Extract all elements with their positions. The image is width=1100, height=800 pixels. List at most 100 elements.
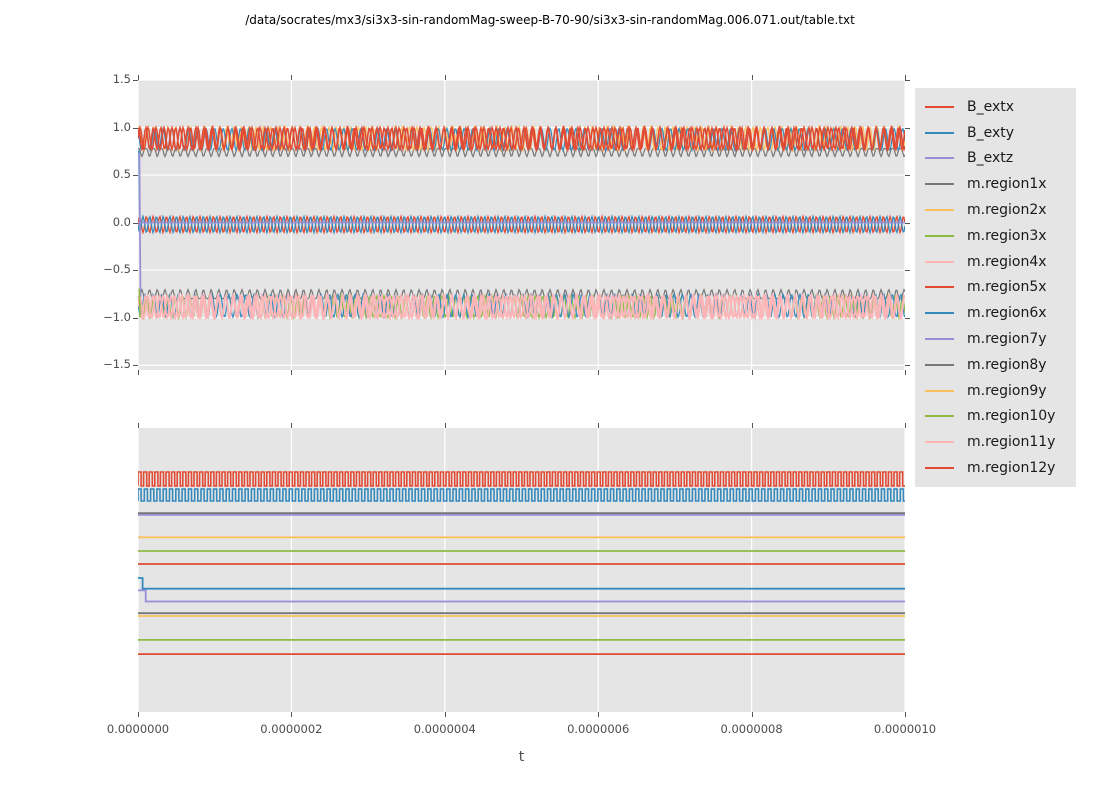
top-subplot bbox=[138, 80, 905, 370]
tick-mark bbox=[905, 270, 910, 272]
tick-mark bbox=[905, 365, 910, 367]
legend-line-swatch bbox=[925, 389, 954, 392]
legend-line-swatch bbox=[925, 441, 954, 444]
y-tick-label: 1.0 bbox=[112, 119, 131, 134]
tick-mark bbox=[598, 423, 600, 428]
tick-mark bbox=[133, 80, 138, 81]
legend-line-swatch bbox=[925, 286, 954, 289]
tick-mark bbox=[444, 75, 446, 80]
legend-line-swatch bbox=[925, 260, 954, 263]
legend-line-swatch bbox=[925, 157, 954, 160]
tick-mark bbox=[138, 712, 139, 717]
legend-line-swatch bbox=[925, 183, 954, 186]
legend-item-B_extz: B_extz bbox=[925, 146, 1072, 172]
tick-mark bbox=[905, 222, 910, 224]
legend-line-swatch bbox=[925, 209, 954, 212]
series-init-purple bbox=[138, 153, 142, 297]
y-tick-label: 0.5 bbox=[112, 167, 131, 182]
x-tick-label: 0.0000010 bbox=[873, 722, 937, 736]
y-tick-label: −1.5 bbox=[103, 357, 131, 372]
tick-mark bbox=[905, 75, 906, 80]
legend-label: m.region12y bbox=[967, 460, 1056, 477]
tick-mark bbox=[905, 127, 910, 129]
legend-label: B_extx bbox=[967, 98, 1015, 115]
tick-mark bbox=[291, 423, 293, 428]
tick-mark bbox=[751, 423, 753, 428]
tick-mark bbox=[133, 270, 138, 272]
legend-line-swatch bbox=[925, 234, 954, 237]
tick-mark bbox=[138, 75, 139, 80]
series-B_exty-square bbox=[138, 488, 905, 502]
legend-label: B_exty bbox=[967, 124, 1015, 141]
tick-mark bbox=[905, 370, 906, 375]
tick-mark bbox=[133, 365, 138, 367]
legend-item-B_exty: B_exty bbox=[925, 120, 1072, 146]
legend-label: m.region11y bbox=[967, 434, 1056, 451]
tick-mark bbox=[905, 712, 906, 717]
legend-item-B_extx: B_extx bbox=[925, 94, 1072, 120]
tick-mark bbox=[751, 712, 753, 717]
legend: B_extx B_exty B_extz m.region1x m.region2x m.… bbox=[915, 88, 1076, 487]
legend-label: B_extz bbox=[967, 150, 1014, 167]
tick-mark bbox=[138, 370, 139, 375]
y-tick-label: 0.0 bbox=[112, 214, 131, 229]
legend-item-m.region12y: m.region12y bbox=[925, 455, 1072, 481]
top-subplot-canvas bbox=[138, 80, 905, 370]
series-m.region4x bbox=[138, 292, 905, 322]
legend-item-m.region2x: m.region2x bbox=[925, 197, 1072, 223]
tick-mark bbox=[751, 75, 753, 80]
legend-item-m.region11y: m.region11y bbox=[925, 429, 1072, 455]
tick-mark bbox=[751, 370, 753, 375]
legend-item-m.region9y: m.region9y bbox=[925, 378, 1072, 404]
series-m.region5x bbox=[138, 124, 905, 152]
legend-line-swatch bbox=[925, 467, 954, 470]
legend-line-swatch bbox=[925, 338, 954, 341]
tick-mark bbox=[905, 317, 910, 319]
tick-mark bbox=[133, 317, 138, 319]
series-B_exty bbox=[138, 214, 905, 235]
tick-mark bbox=[133, 127, 138, 129]
tick-mark bbox=[905, 80, 910, 81]
series-m.region11y bbox=[138, 292, 905, 322]
legend-label: m.region2x bbox=[967, 202, 1047, 219]
legend-label: m.region6x bbox=[967, 305, 1047, 322]
legend-label: m.region9y bbox=[967, 382, 1047, 399]
legend-line-swatch bbox=[925, 312, 954, 315]
tick-mark bbox=[138, 423, 139, 428]
legend-line-swatch bbox=[925, 363, 954, 366]
legend-label: m.region5x bbox=[967, 279, 1047, 296]
y-tick-label: −1.0 bbox=[103, 309, 131, 324]
tick-mark bbox=[598, 75, 600, 80]
y-tick-label: −0.5 bbox=[103, 262, 131, 277]
series-m.region6x-step bbox=[138, 577, 905, 590]
tick-mark bbox=[444, 370, 446, 375]
x-axis-label: t bbox=[518, 749, 525, 765]
legend-label: m.region7y bbox=[967, 331, 1047, 348]
x-tick-label: 0.0000000 bbox=[106, 722, 170, 736]
series-m.region7y-step bbox=[138, 589, 905, 603]
tick-mark bbox=[133, 175, 138, 177]
plot-title: /data/socrates/mx3/si3x3-sin-randomMag-s… bbox=[245, 13, 855, 27]
legend-item-m.region1x: m.region1x bbox=[925, 171, 1072, 197]
tick-mark bbox=[291, 75, 293, 80]
tick-mark bbox=[444, 712, 446, 717]
legend-item-m.region5x: m.region5x bbox=[925, 275, 1072, 301]
x-tick-label: 0.0000006 bbox=[567, 722, 630, 736]
legend-item-m.region4x: m.region4x bbox=[925, 249, 1072, 275]
y-tick-label: 1.5 bbox=[112, 72, 131, 86]
legend-label: m.region10y bbox=[967, 408, 1056, 425]
legend-line-swatch bbox=[925, 415, 954, 418]
legend-item-m.region6x: m.region6x bbox=[925, 300, 1072, 326]
bottom-subplot bbox=[138, 428, 905, 712]
bottom-subplot-canvas bbox=[138, 428, 905, 712]
legend-item-m.region7y: m.region7y bbox=[925, 326, 1072, 352]
legend-item-m.region8y: m.region8y bbox=[925, 352, 1072, 378]
tick-mark bbox=[444, 423, 446, 428]
series-init-green bbox=[138, 288, 141, 318]
legend-item-m.region10y: m.region10y bbox=[925, 404, 1072, 430]
tick-mark bbox=[133, 222, 138, 224]
legend-item-m.region3x: m.region3x bbox=[925, 223, 1072, 249]
legend-label: m.region8y bbox=[967, 356, 1047, 373]
legend-label: m.region1x bbox=[967, 176, 1047, 193]
